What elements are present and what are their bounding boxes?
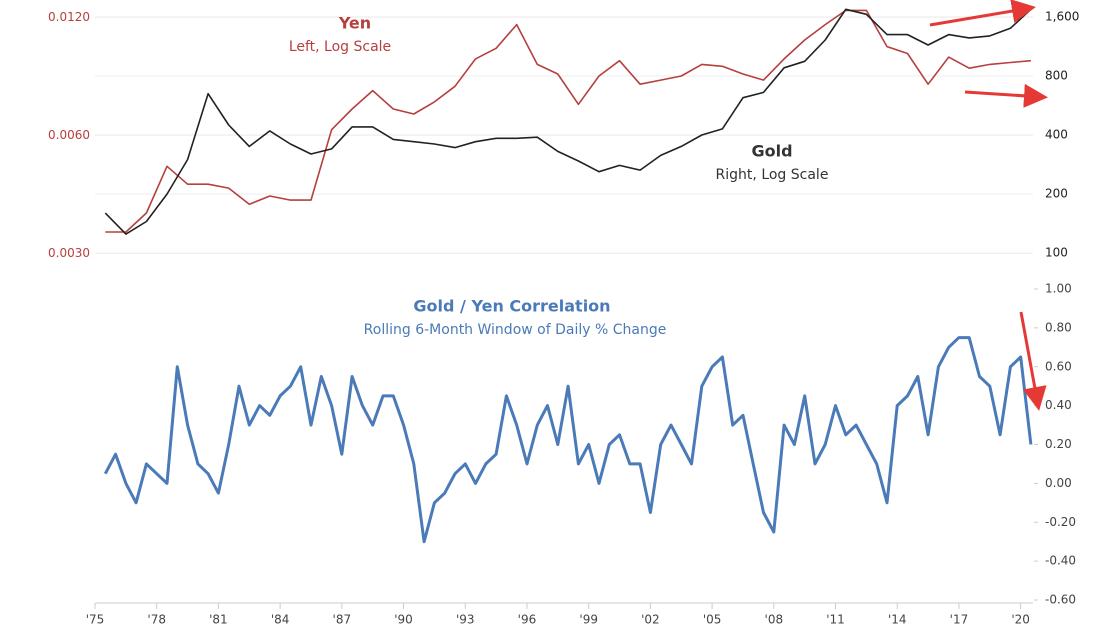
x-tick-label: '87 xyxy=(333,613,352,627)
annotation: Right, Log Scale xyxy=(716,167,829,183)
chart-subtitle: Rolling 6-Month Window of Daily % Change xyxy=(364,322,667,338)
x-tick-label: '96 xyxy=(518,613,537,627)
arrow xyxy=(1019,311,1047,411)
annotation: Left, Log Scale xyxy=(289,39,391,55)
annotation: Gold xyxy=(751,142,792,161)
y-tick-label: 0.00 xyxy=(1045,476,1072,490)
series-line xyxy=(105,9,1031,233)
y-tick-label: 0.60 xyxy=(1045,359,1072,373)
y2-tick-label: 800 xyxy=(1045,68,1068,82)
arrow xyxy=(964,83,1048,108)
x-tick-label: '05 xyxy=(703,613,722,627)
y-tick-label: 0.0060 xyxy=(48,128,90,142)
x-tick-label: '93 xyxy=(456,613,475,627)
x-tick-label: '20 xyxy=(1011,613,1030,627)
y-tick-label: -0.60 xyxy=(1045,593,1076,607)
y2-tick-label: 100 xyxy=(1045,246,1068,260)
y2-tick-label: 400 xyxy=(1045,128,1068,142)
y-tick-label: 0.40 xyxy=(1045,398,1072,412)
y2-tick-label: 200 xyxy=(1045,187,1068,201)
series-line xyxy=(104,8,1032,235)
y-tick-label: 0.0120 xyxy=(48,10,90,24)
y2-tick-label: 1,600 xyxy=(1045,9,1079,23)
series-line xyxy=(103,336,1033,544)
y-tick-label: 0.80 xyxy=(1045,320,1072,334)
x-tick-label: '81 xyxy=(209,613,228,627)
x-tick-label: '11 xyxy=(826,613,845,627)
y-tick-label: -0.40 xyxy=(1045,554,1076,568)
chart-title: Gold / Yen Correlation xyxy=(413,297,610,316)
x-tick-label: '14 xyxy=(888,613,907,627)
annotation: Yen xyxy=(338,14,371,33)
x-tick-label: '17 xyxy=(950,613,969,627)
arrow xyxy=(929,0,1036,27)
x-tick-label: '75 xyxy=(86,613,105,627)
x-tick-label: '90 xyxy=(394,613,413,627)
x-tick-label: '78 xyxy=(147,613,166,627)
y-tick-label: -0.20 xyxy=(1045,515,1076,529)
x-tick-label: '99 xyxy=(579,613,598,627)
x-tick-label: '84 xyxy=(271,613,290,627)
y-tick-label: 0.20 xyxy=(1045,437,1072,451)
y-tick-label: 1.00 xyxy=(1045,282,1072,296)
y-tick-label: 0.0030 xyxy=(48,246,90,260)
x-tick-label: '08 xyxy=(765,613,784,627)
x-tick-label: '02 xyxy=(641,613,660,627)
